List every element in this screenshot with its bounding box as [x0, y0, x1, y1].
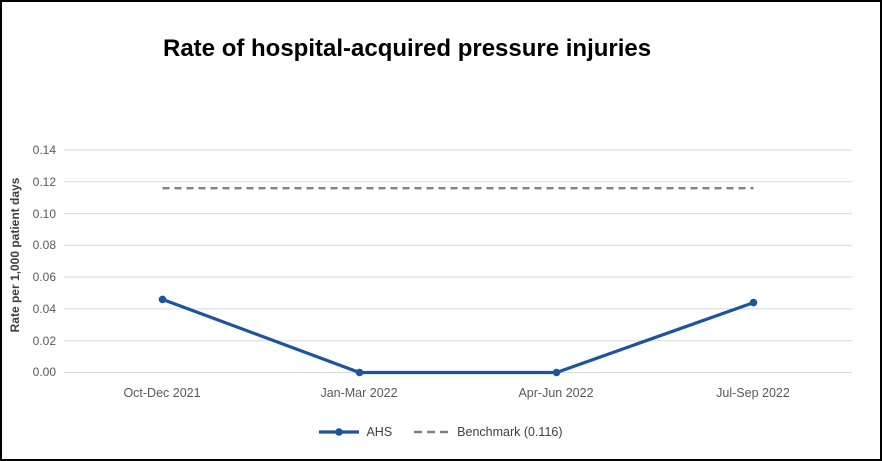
y-tick-label: 0.10: [32, 207, 56, 221]
y-tick-label: 0.12: [32, 175, 56, 189]
legend: AHS Benchmark (0.116): [2, 425, 880, 439]
x-tick-label: Jul-Sep 2022: [716, 386, 790, 400]
dashed-line-swatch-icon: [414, 430, 451, 434]
legend-item-ahs: AHS: [319, 425, 392, 439]
legend-label-ahs: AHS: [366, 425, 393, 439]
y-tick-label: 0.06: [32, 270, 56, 284]
x-tick-label: Apr-Jun 2022: [518, 386, 594, 400]
y-tick-label: 0.14: [32, 143, 56, 157]
line-marker-swatch-icon: [319, 428, 360, 436]
y-tick-label: 0.02: [32, 334, 56, 348]
y-tick-label: 0.08: [32, 238, 56, 252]
x-tick-label: Jan-Mar 2022: [320, 386, 398, 400]
y-tick-label: 0.00: [32, 365, 56, 379]
plot-svg: [64, 149, 852, 377]
legend-label-benchmark: Benchmark (0.116): [457, 425, 563, 439]
legend-item-benchmark: Benchmark (0.116): [414, 425, 563, 439]
y-tick-label: 0.04: [32, 302, 56, 316]
x-tick-label: Oct-Dec 2021: [123, 386, 201, 400]
chart-title: Rate of hospital-acquired pressure injur…: [163, 35, 652, 62]
